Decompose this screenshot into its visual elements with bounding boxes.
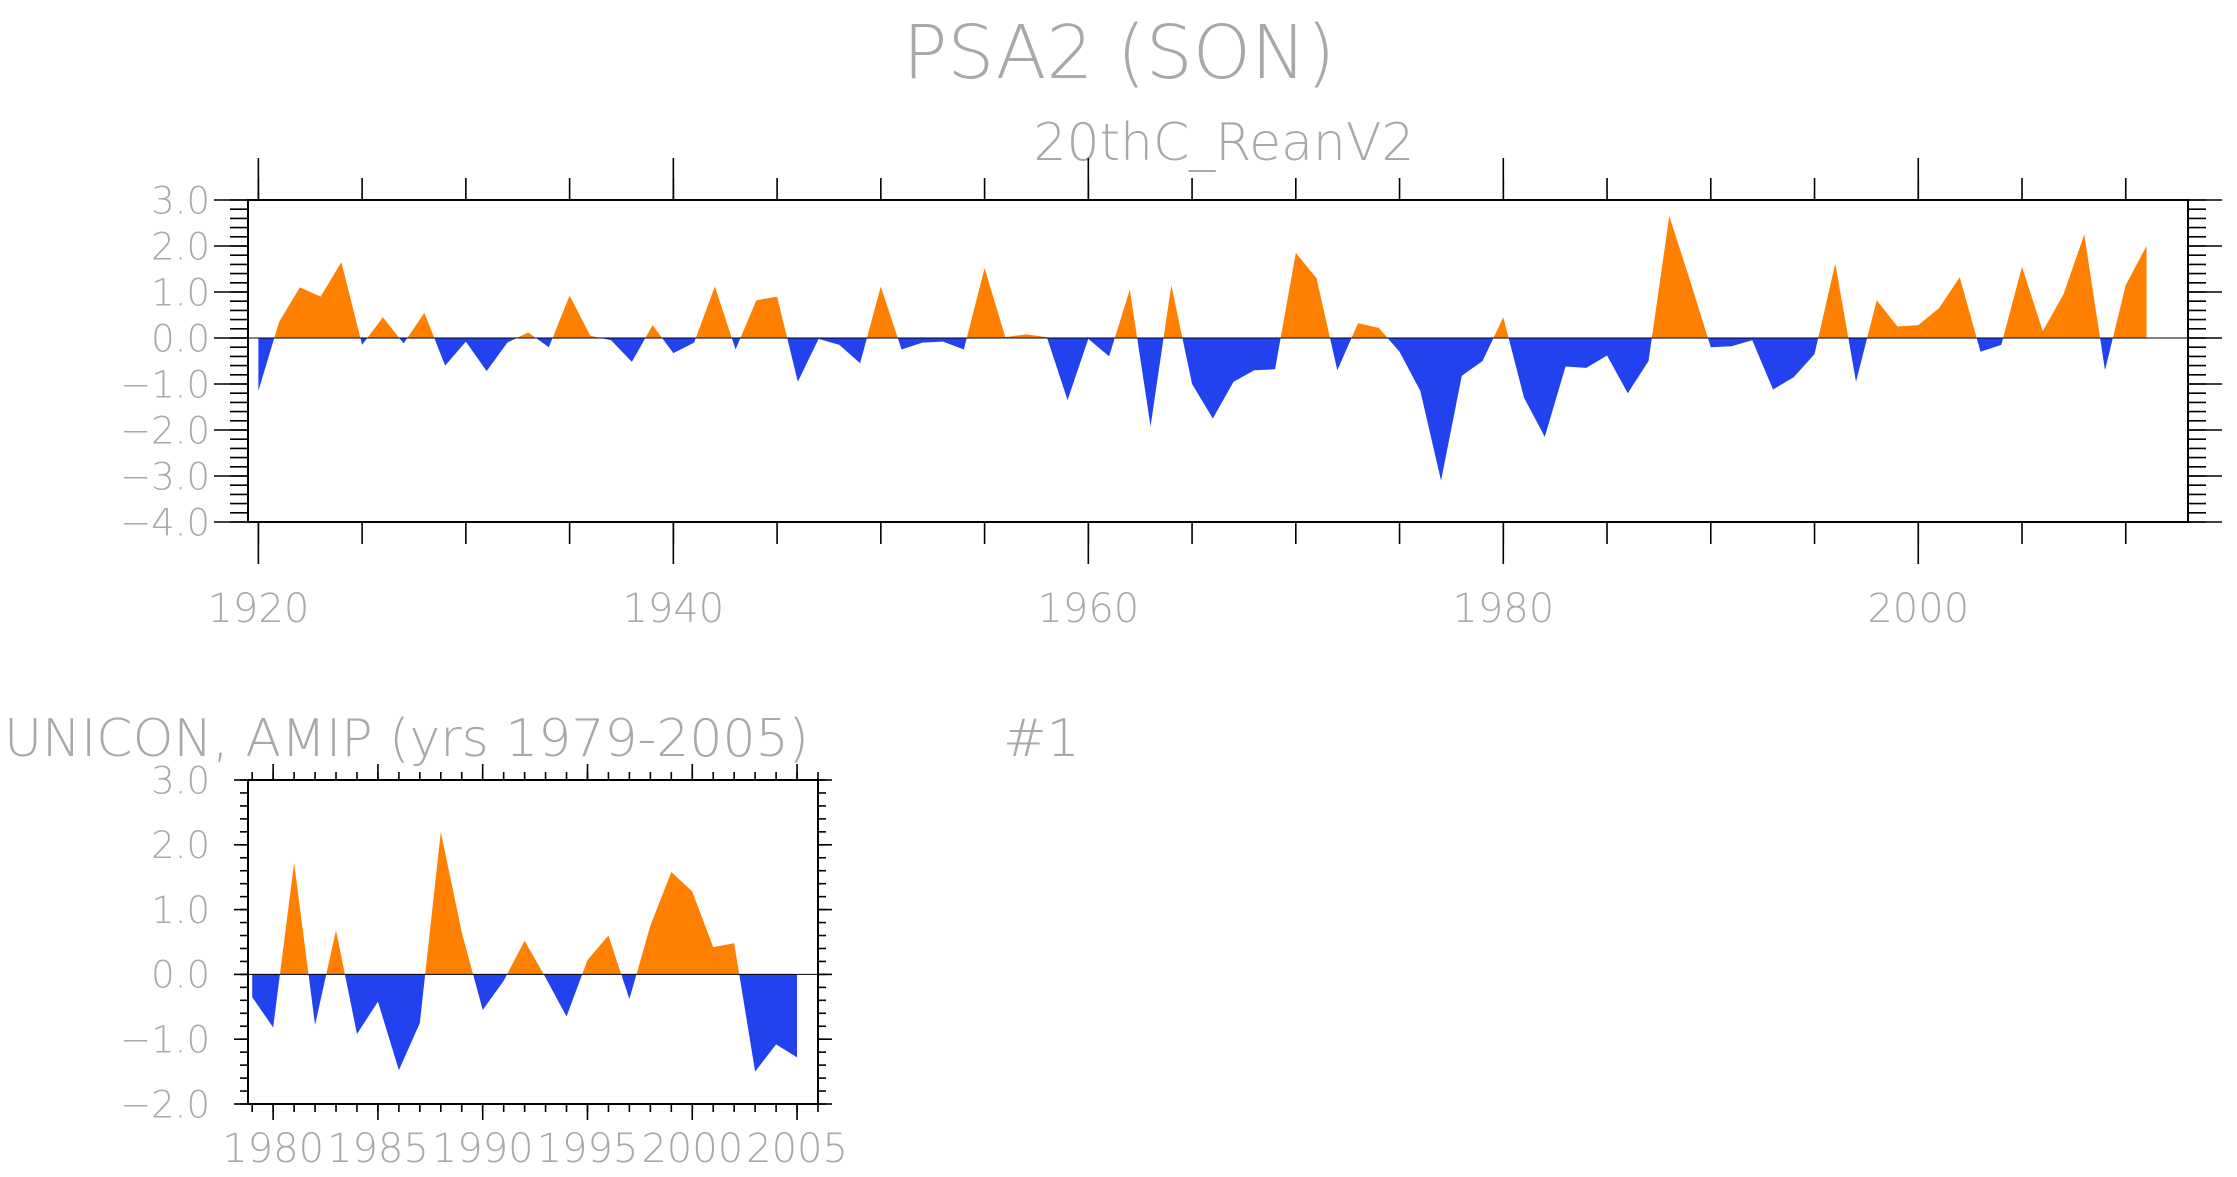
negative-area-segment (600, 338, 646, 362)
plot-frame (247, 779, 819, 1105)
positive-area-segment (1114, 289, 1138, 338)
negative-area-segment (535, 338, 553, 348)
positive-area-segment (1163, 285, 1183, 338)
x-tick-label: 1940 (622, 586, 724, 632)
positive-area-segment (2003, 234, 2101, 338)
positive-area-segment (1651, 216, 1708, 338)
y-tick-label: 3.0 (151, 179, 210, 222)
negative-area-segment (1330, 338, 1352, 371)
bottom-chart-label: #1 (1003, 709, 1080, 769)
negative-area-segment (1508, 338, 1652, 437)
positive-area-segment (516, 332, 536, 338)
positive-area-segment (407, 312, 435, 338)
figure-title: PSA2 (SON) (903, 10, 1336, 96)
y-tick-label: −3.0 (120, 455, 210, 498)
positive-area-segment (1493, 317, 1509, 338)
x-tick-label: 1985 (327, 1126, 429, 1172)
bottom-chart-subtitle: UNICON, AMIP (yrs 1979-2005) (4, 709, 809, 769)
y-tick-label: 3.0 (151, 759, 210, 802)
x-tick-label: 2000 (1867, 586, 1969, 632)
positive-area-segment (274, 262, 361, 338)
negative-area-segment (739, 974, 798, 1072)
positive-area-segment (2112, 246, 2147, 338)
negative-area-segment (1047, 338, 1115, 401)
positive-area-segment (645, 325, 663, 338)
y-tick-label: −4.0 (120, 501, 210, 544)
x-tick-label: 1980 (222, 1126, 324, 1172)
bottom-chart: 3.0 2.0 1.0 0.0 −1.0 −2.0 1980 1985 1990 1995 2000… (120, 759, 848, 1172)
y-tick-label: 1.0 (151, 889, 210, 932)
x-tick-label: 1990 (432, 1126, 534, 1172)
y-tick-label: 0.0 (151, 954, 210, 997)
negative-area-segment (252, 974, 280, 1028)
negative-area-segment (1387, 338, 1494, 481)
negative-area-segment (662, 338, 696, 354)
y-tick-label: 2.0 (151, 824, 210, 867)
negative-area-segment (399, 338, 408, 344)
negative-area-segment (434, 338, 517, 372)
top-chart: 3.02.01.00.0−1.0−2.0−3.0−4.0 1920 1940 1960… (120, 158, 2222, 632)
y-tick-label: −2.0 (120, 409, 210, 452)
plot-frame (247, 199, 2189, 523)
negative-area-segment (1976, 338, 2004, 352)
negative-area-segment (308, 974, 327, 1025)
positive-area-segment (1818, 263, 1849, 338)
negative-area-segment (2100, 338, 2113, 371)
negative-area-segment (473, 974, 508, 1011)
positive-area-segment (1280, 252, 1331, 338)
negative-area-segment (731, 338, 741, 350)
x-tick-label: 1960 (1037, 586, 1139, 632)
negative-area-segment (621, 974, 637, 1000)
positive-area-segment (507, 940, 544, 975)
negative-area-segment (344, 974, 426, 1071)
y-tick-label: 2.0 (151, 225, 210, 268)
positive-area-segment (367, 317, 400, 338)
positive-area-segment (636, 872, 740, 975)
positive-area-segment (425, 831, 474, 975)
top-chart-subtitle: 20thC_ReanV2 (1033, 113, 1414, 173)
positive-area-segment (966, 268, 1048, 338)
negative-area-segment (1848, 338, 1868, 382)
x-tick-label: 1995 (537, 1126, 639, 1172)
x-tick-label: 2005 (746, 1126, 848, 1172)
negative-area-segment (1182, 338, 1281, 419)
y-tick-label: −1.0 (120, 363, 210, 406)
positive-area-segment (279, 862, 309, 975)
negative-area-segment (787, 338, 867, 382)
x-tick-label: 1920 (207, 586, 309, 632)
y-tick-label: 0.0 (151, 317, 210, 360)
y-tick-label: −2.0 (120, 1083, 210, 1126)
negative-area-segment (897, 338, 967, 350)
positive-area-segment (1351, 323, 1388, 338)
y-tick-label: 1.0 (151, 271, 210, 314)
negative-area-segment (360, 338, 368, 345)
negative-area-segment (1707, 338, 1819, 390)
positive-area-segment (326, 930, 345, 975)
x-tick-label: 2000 (641, 1126, 743, 1172)
y-tick-label: −1.0 (120, 1019, 210, 1062)
positive-area-segment (695, 286, 732, 338)
x-tick-label: 1980 (1452, 586, 1554, 632)
positive-area-segment (740, 296, 788, 338)
positive-area-segment (866, 286, 898, 338)
negative-area-segment (258, 338, 275, 391)
positive-area-segment (552, 295, 601, 338)
negative-area-segment (1137, 338, 1164, 427)
positive-area-segment (1867, 277, 1977, 338)
positive-area-segment (582, 935, 622, 975)
negative-area-segment (543, 974, 583, 1017)
